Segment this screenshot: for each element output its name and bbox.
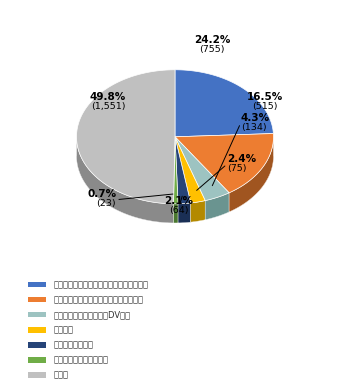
Text: 暴行・虚待（児童虚待・DV等）: 暴行・虚待（児童虚待・DV等） [54,310,131,319]
Bar [28,372,46,378]
Text: 住居・生活の安全（相隣間のトラブル等）: 住居・生活の安全（相隣間のトラブル等） [54,280,149,289]
Bar [28,357,46,363]
Bar [28,297,46,302]
Polygon shape [174,156,178,223]
Bar [28,327,46,332]
Text: (23): (23) [97,200,116,208]
Polygon shape [175,156,229,220]
Polygon shape [175,137,229,201]
Text: 差別待遇: 差別待遇 [54,325,74,334]
Text: (134): (134) [241,123,266,132]
Text: 2.1%: 2.1% [164,196,194,206]
Bar [28,282,46,287]
Polygon shape [175,156,205,222]
Text: (75): (75) [227,164,246,173]
Polygon shape [77,70,175,204]
Text: (515): (515) [253,102,278,111]
Text: 強制・強要（離婚の強要・セクハラ等）: 強制・強要（離婚の強要・セクハラ等） [54,295,144,304]
Text: 49.8%: 49.8% [90,92,126,102]
Text: 24.2%: 24.2% [194,35,230,45]
Polygon shape [175,137,191,204]
Polygon shape [205,193,229,220]
Text: (1,551): (1,551) [91,102,125,111]
Text: 0.7%: 0.7% [87,189,116,199]
Polygon shape [178,203,191,223]
Polygon shape [175,137,205,203]
Text: プライバシー関係: プライバシー関係 [54,340,94,349]
Polygon shape [77,156,175,223]
Bar [28,312,46,318]
Text: 学校におけるいじめなど: 学校におけるいじめなど [54,355,109,364]
Polygon shape [77,137,174,223]
Text: 4.3%: 4.3% [241,112,270,123]
Polygon shape [175,133,273,193]
Polygon shape [191,201,205,222]
Polygon shape [174,137,178,204]
Text: (64): (64) [169,206,189,215]
Polygon shape [174,204,178,223]
Bar [28,342,46,348]
Text: 2.4%: 2.4% [227,154,256,164]
Polygon shape [175,156,191,223]
Text: 16.5%: 16.5% [247,92,284,102]
Polygon shape [175,70,273,137]
Text: (755): (755) [199,45,225,54]
Polygon shape [175,156,273,212]
Polygon shape [229,137,273,212]
Text: その他: その他 [54,370,69,379]
